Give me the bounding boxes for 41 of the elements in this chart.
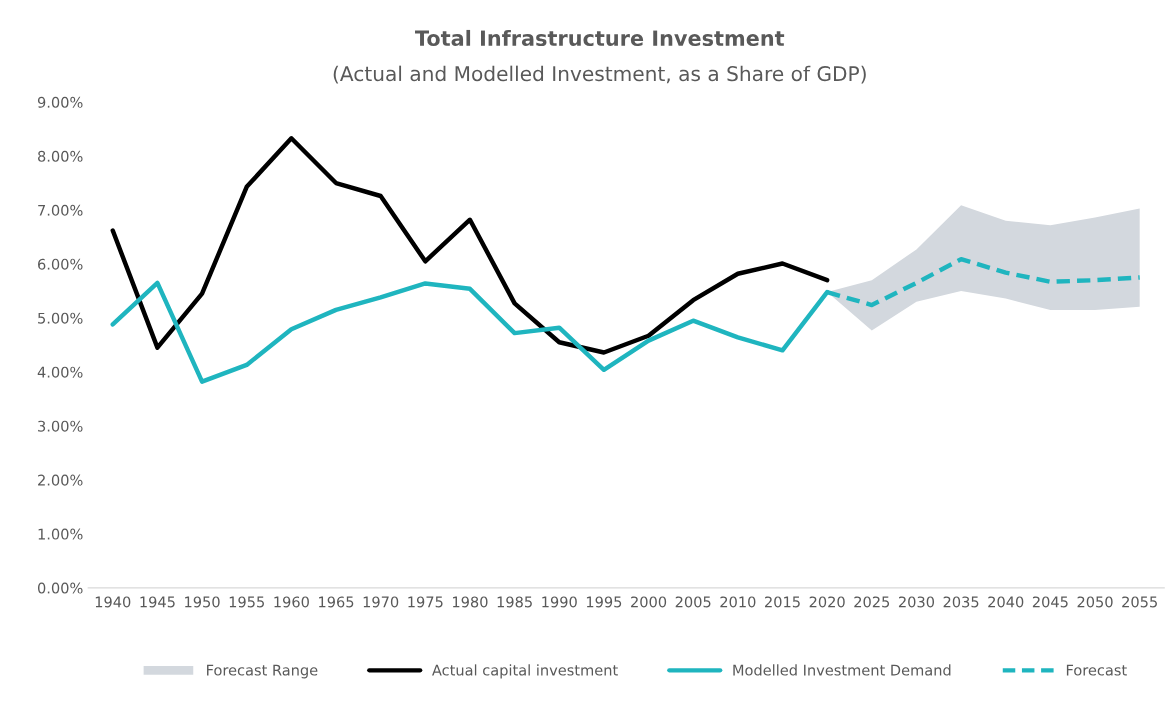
legend-label: Modelled Investment Demand <box>733 664 951 676</box>
x-tick-label: 2045 <box>1032 596 1068 608</box>
x-tick-label: 2025 <box>854 596 890 608</box>
x-tick-label: 1975 <box>408 596 443 608</box>
line-series <box>110 136 830 355</box>
chart-subtitle: (Actual and Modelled Investment, as a Share of GDP) <box>333 65 866 84</box>
legend-label: Forecast Range <box>207 664 318 679</box>
chart-title: Total Infrastructure Investment <box>415 29 785 47</box>
x-tick-label: 1995 <box>586 596 622 608</box>
x-tick-label: 1960 <box>274 596 309 608</box>
x-tick-label: 1945 <box>140 596 175 608</box>
y-tick-label: 0.00% <box>37 582 83 594</box>
x-tick-label: 2020 <box>809 596 845 608</box>
y-tick-label: 4.00% <box>37 366 83 378</box>
x-tick-label: 2005 <box>675 596 711 608</box>
y-tick-label: 9.00% <box>37 96 83 108</box>
y-tick-label: 3.00% <box>38 420 83 432</box>
x-tick-label: 1970 <box>363 596 399 608</box>
x-tick-label: 1980 <box>452 596 488 608</box>
y-tick-label: 5.00% <box>38 312 83 324</box>
legend-label: Forecast <box>1066 664 1127 676</box>
x-tick-label: 2050 <box>1077 596 1113 608</box>
x-tick-label: 1955 <box>229 596 264 608</box>
x-tick-label: 1950 <box>185 596 220 608</box>
x-tick-label: 2035 <box>943 596 979 608</box>
x-tick-label: 1990 <box>542 596 577 608</box>
x-tick-label: 2030 <box>898 596 935 608</box>
x-tick-label: 2040 <box>988 596 1024 608</box>
x-tick-label: 2015 <box>765 596 800 608</box>
y-tick-label: 7.00% <box>38 204 83 216</box>
x-tick-label: 1985 <box>497 596 532 608</box>
legend-label: Actual capital investment <box>432 664 618 679</box>
x-tick-label: 2055 <box>1122 596 1157 608</box>
y-tick-label: 6.00% <box>38 258 83 270</box>
x-tick-label: 2000 <box>631 596 667 608</box>
y-tick-label: 1.00% <box>38 528 83 540</box>
x-tick-label: 1965 <box>319 596 354 608</box>
y-tick-label: 2.00% <box>38 474 83 486</box>
y-tick-label: 8.00% <box>38 150 83 162</box>
x-tick-label: 1940 <box>95 596 131 608</box>
x-tick-label: 2010 <box>720 596 756 608</box>
